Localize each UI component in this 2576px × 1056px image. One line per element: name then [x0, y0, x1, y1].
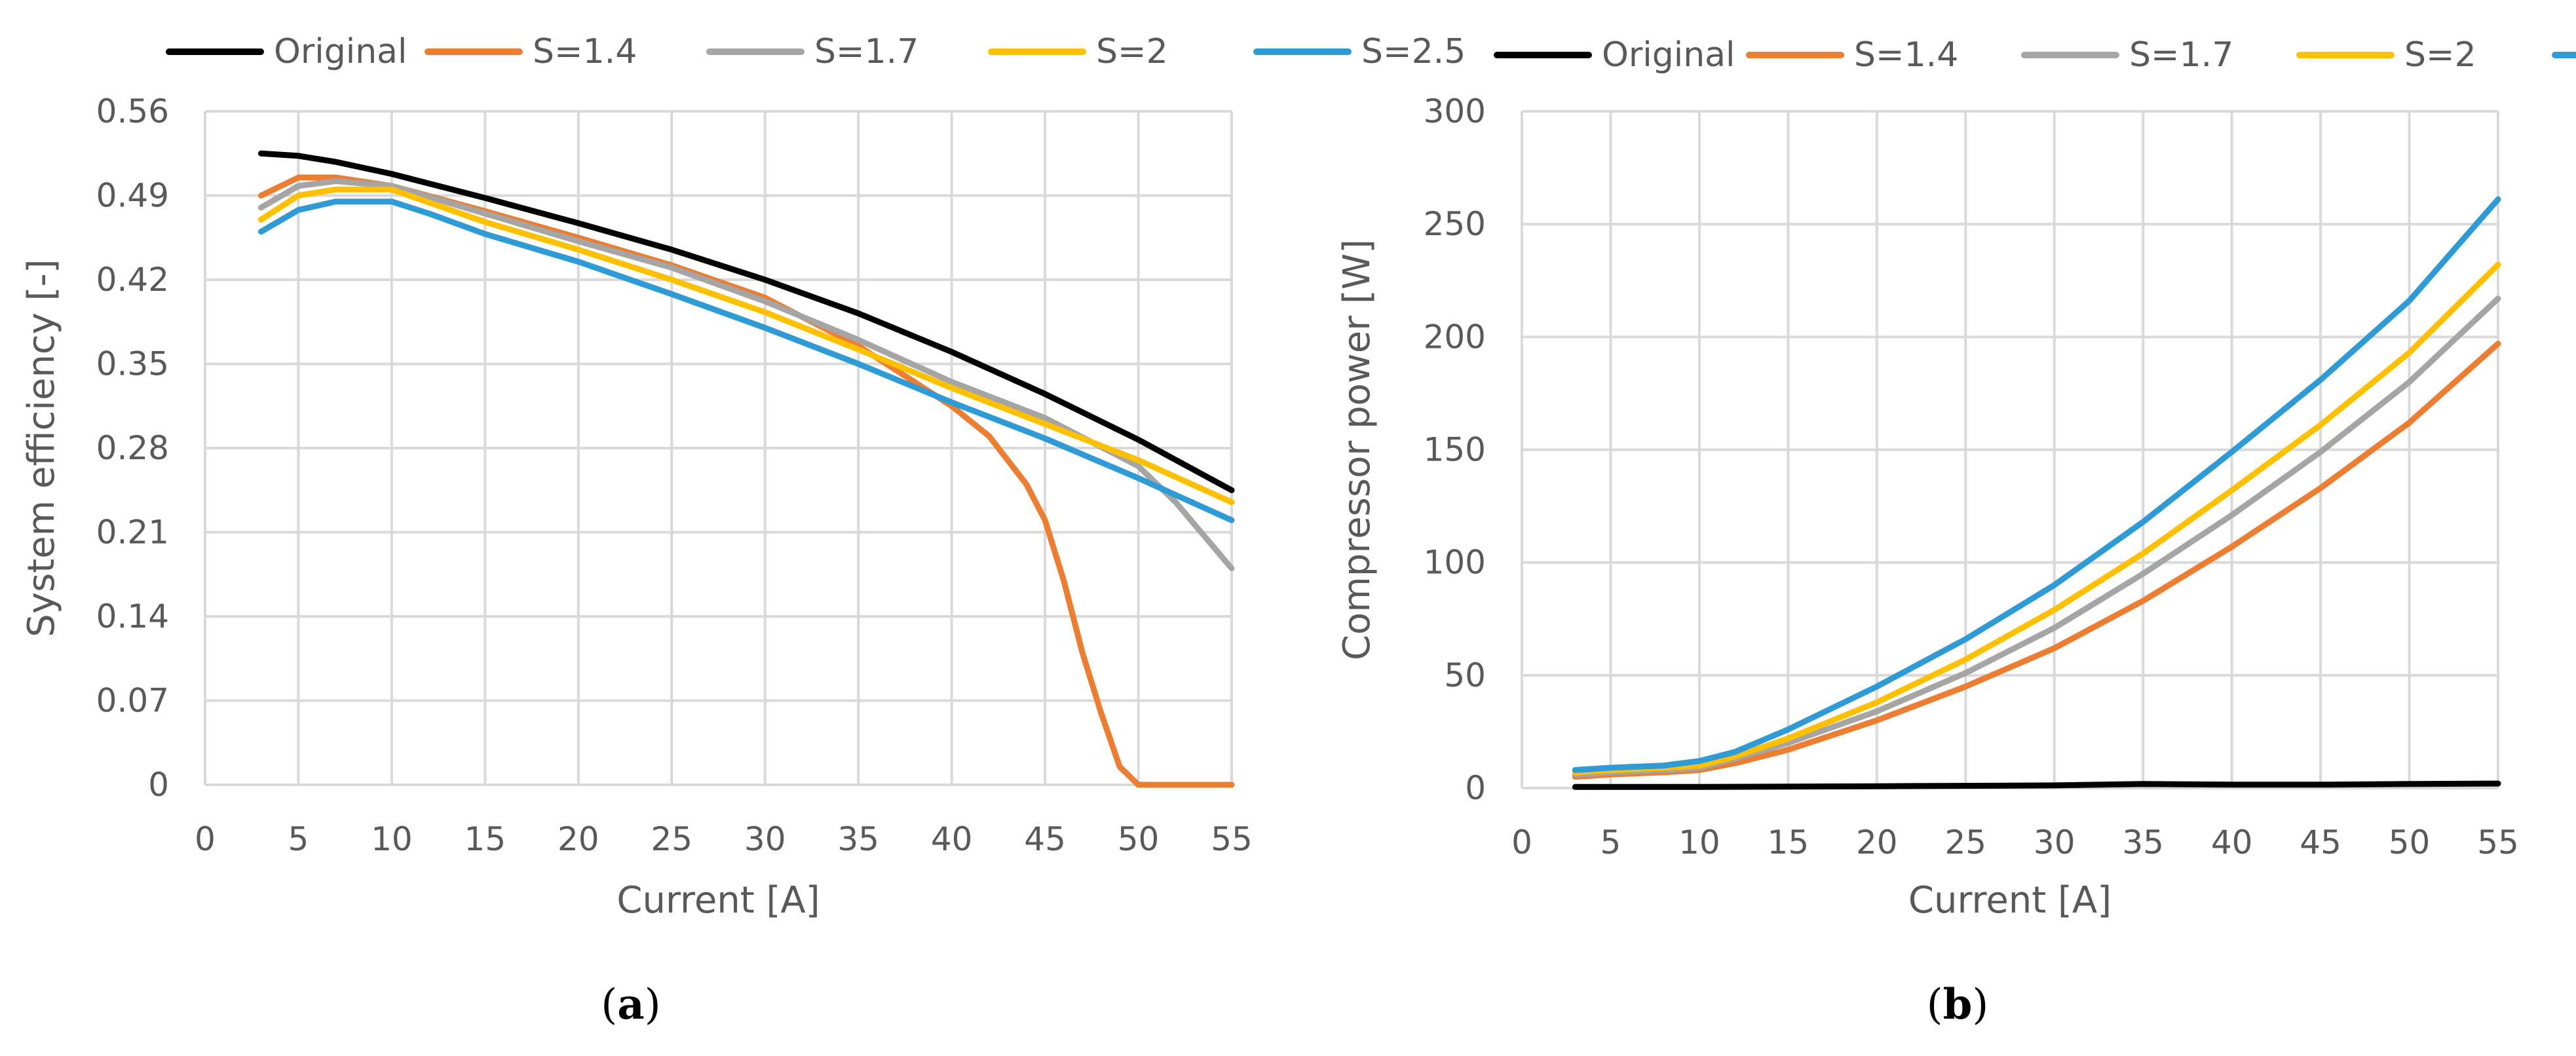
x-tick-label: 45 [1024, 820, 1066, 858]
y-tick-label: 0.14 [96, 597, 169, 635]
x-tick-label: 30 [2034, 823, 2075, 861]
caption-letter: a [617, 980, 644, 1029]
legend-item: S=1.4 [425, 32, 637, 71]
y-tick-label: 0.56 [96, 92, 169, 130]
y-tick-label: 0.35 [96, 345, 169, 383]
y-tick-label: 0.21 [96, 514, 169, 552]
x-tick-label: 55 [1211, 820, 1253, 858]
y-tick-label: 0.49 [96, 177, 169, 215]
series-line-s-2 [258, 186, 1235, 506]
y-tick-label: 200 [1424, 318, 1486, 356]
x-tick-label: 5 [288, 820, 309, 858]
series-line-s-2-5 [1572, 196, 2501, 773]
legend-label: Original [1602, 35, 1735, 75]
legend-item: S=2 [988, 32, 1168, 71]
legend-label: S=1.4 [1854, 35, 1958, 75]
legend-label: S=2.5 [1361, 32, 1466, 71]
legend-label: S=2 [1096, 32, 1168, 71]
series-line-s-1-4 [258, 174, 1235, 788]
legend-item: S=2.5 [1253, 32, 1466, 71]
x-tick-label: 50 [1118, 820, 1160, 858]
series-line-original [258, 150, 1235, 493]
y-tick-label: 100 [1424, 544, 1486, 582]
x-tick-label: 30 [744, 820, 786, 858]
x-axis-title: Current [A] [1908, 879, 2112, 922]
series-line-s-2 [1572, 261, 2501, 776]
x-tick-label: 0 [1511, 823, 1532, 861]
x-tick-label: 40 [931, 820, 973, 858]
x-tick-label: 0 [195, 820, 216, 858]
y-tick-label: 150 [1424, 431, 1486, 469]
chart-panel-a: 0 0.07 0.14 0.21 0.28 0.35 0.42 0.49 0.56 0 5 10 15 2… [20, 32, 1466, 1029]
x-tick-label: 10 [1678, 823, 1720, 861]
legend-item: S=2 [2296, 35, 2476, 75]
legend-label: S=1.4 [533, 32, 637, 71]
panel-caption: (b) [1927, 980, 1989, 1029]
chart-panel-b: 0 50 100 150 200 250 300 0 5 10 15 20 25 30 35 40 45 50 55… [1336, 35, 2576, 1029]
y-tick-label: 50 [1444, 656, 1486, 694]
panel-caption: (a) [601, 980, 660, 1029]
caption-close: ) [645, 981, 661, 1029]
series-line-s-2-5 [258, 198, 1235, 523]
x-tick-label: 20 [1856, 823, 1898, 861]
x-tick-label: 5 [1601, 823, 1621, 861]
caption-open: ( [1927, 981, 1943, 1029]
series-line-s-1-7 [258, 178, 1235, 572]
x-tick-label: 15 [464, 820, 506, 858]
caption-close: ) [1972, 981, 1988, 1029]
legend-item: Original [1494, 35, 1735, 75]
y-axis-title: Compressor power [W] [1336, 239, 1378, 660]
legend-label: S=1.7 [2129, 35, 2233, 75]
x-tick-label: 25 [1944, 823, 1986, 861]
x-tick-label: 40 [2211, 823, 2253, 861]
caption-open: ( [601, 981, 617, 1029]
x-tick-label: 35 [2122, 823, 2164, 861]
y-tick-label: 0 [1465, 769, 1486, 807]
y-tick-label: 0.28 [96, 429, 169, 467]
legend-item: S=2.5 [2552, 52, 2576, 58]
y-tick-label: 0.07 [96, 682, 169, 720]
series-line-s-1-4 [1572, 341, 2501, 780]
x-tick-label: 55 [2477, 823, 2519, 861]
x-tick-label: 25 [651, 820, 692, 858]
x-tick-label: 45 [2300, 823, 2341, 861]
y-tick-label: 0.42 [96, 261, 169, 299]
legend-item: S=1.4 [1746, 35, 1958, 75]
y-axis-title: System efficiency [-] [20, 259, 63, 637]
x-axis-title: Current [A] [616, 879, 820, 922]
x-tick-label: 35 [837, 820, 879, 858]
legend-item: S=1.7 [706, 32, 919, 71]
legend-label: S=2 [2404, 35, 2476, 75]
legend-label: S=1.7 [814, 32, 919, 71]
x-tick-label: 20 [558, 820, 599, 858]
y-tick-label: 300 [1424, 92, 1486, 130]
x-tick-label: 15 [1768, 823, 1809, 861]
series-line-original [1572, 780, 2501, 790]
legend-label: Original [274, 32, 407, 71]
legend-item: Original [166, 32, 407, 71]
y-tick-label: 250 [1424, 205, 1486, 243]
series-line-s-1-7 [1572, 295, 2501, 778]
legend-item: S=1.7 [2021, 35, 2233, 75]
y-tick-label: 0 [148, 766, 169, 804]
x-tick-label: 10 [371, 820, 413, 858]
x-tick-label: 50 [2389, 823, 2431, 861]
caption-letter: b [1943, 980, 1973, 1029]
